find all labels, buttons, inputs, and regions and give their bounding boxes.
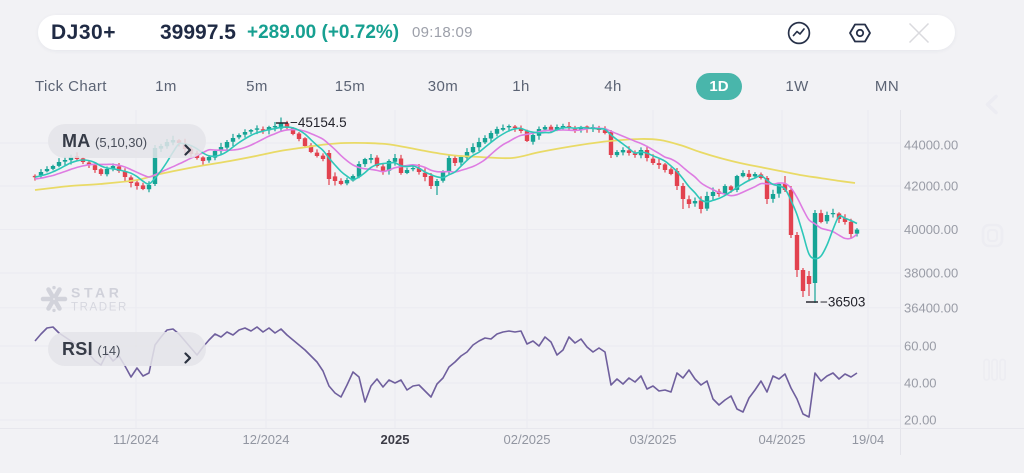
svg-text:36400.00: 36400.00	[904, 301, 958, 316]
svg-text:12/2024: 12/2024	[243, 432, 290, 447]
svg-text:60.00: 60.00	[904, 339, 937, 354]
svg-text:20.00: 20.00	[904, 413, 937, 428]
svg-text:TRADER: TRADER	[71, 302, 128, 314]
svg-text:−36503: −36503	[820, 295, 865, 310]
svg-text:44000.00: 44000.00	[904, 138, 958, 153]
svg-text:11/2024: 11/2024	[113, 432, 159, 447]
svg-text:02/2025: 02/2025	[504, 432, 551, 447]
svg-text:42000.00: 42000.00	[904, 179, 958, 194]
svg-text:19/04: 19/04	[852, 432, 885, 447]
svg-text:03/2025: 03/2025	[630, 432, 677, 447]
svg-text:38000.00: 38000.00	[904, 266, 958, 281]
svg-text:STAR: STAR	[71, 285, 122, 301]
svg-text:2025: 2025	[381, 432, 410, 447]
svg-text:40.00: 40.00	[904, 376, 937, 391]
svg-text:04/2025: 04/2025	[759, 432, 806, 447]
svg-text:−45154.5: −45154.5	[290, 115, 347, 130]
svg-text:40000.00: 40000.00	[904, 222, 958, 237]
